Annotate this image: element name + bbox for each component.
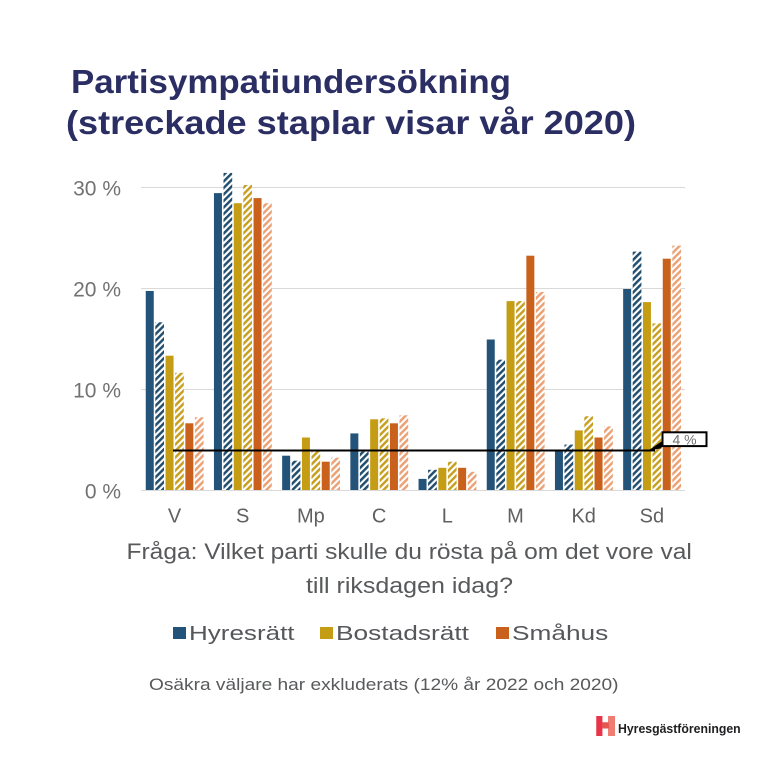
svg-text:10 %: 10 % [73, 379, 121, 402]
svg-text:Kd: Kd [571, 506, 595, 528]
svg-text:30 %: 30 % [73, 177, 121, 200]
svg-text:M: M [507, 506, 524, 528]
svg-text:Sd: Sd [640, 506, 664, 528]
svg-text:L: L [442, 506, 453, 528]
svg-text:S: S [236, 506, 249, 528]
svg-text:Mp: Mp [297, 506, 325, 528]
svg-text:4 %: 4 % [672, 431, 696, 447]
svg-text:C: C [372, 506, 386, 528]
svg-text:0 %: 0 % [85, 480, 121, 503]
svg-text:20 %: 20 % [73, 278, 121, 301]
svg-text:V: V [168, 506, 182, 528]
